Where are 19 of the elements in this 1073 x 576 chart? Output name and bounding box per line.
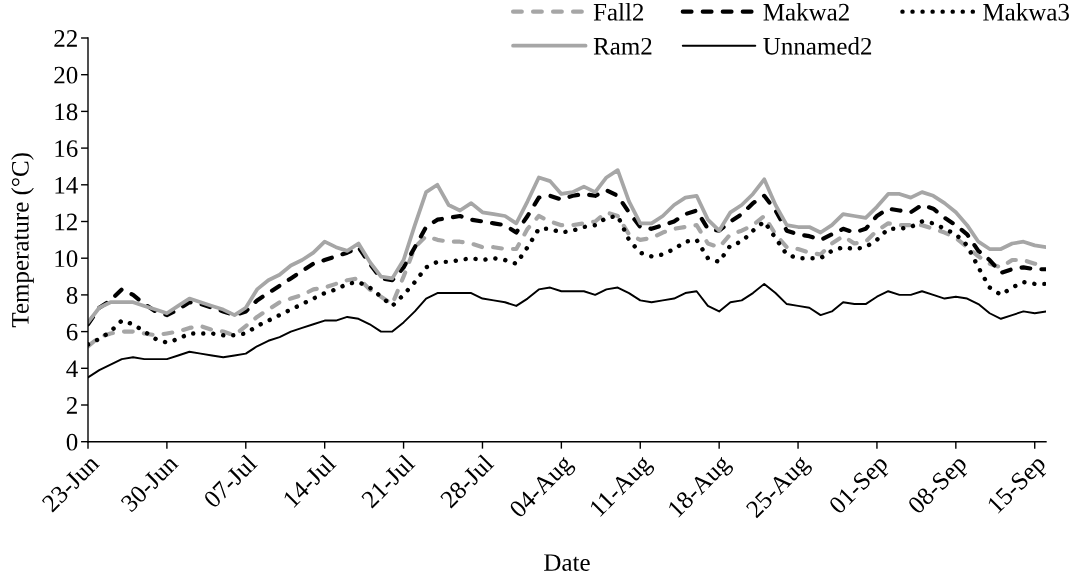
y-tick-label: 8 — [66, 286, 78, 304]
y-tick-label: 10 — [55, 250, 78, 268]
x-axis-title: Date — [544, 554, 590, 571]
legend-label: Ram2 — [593, 37, 652, 55]
y-tick-label: 20 — [54, 66, 78, 84]
y-tick-label: 16 — [55, 140, 78, 158]
legend-label: Fall2 — [593, 3, 644, 21]
y-tick-label: 12 — [55, 213, 77, 231]
y-axis-title: Temperature (°C) — [11, 153, 34, 328]
legend-label: Makwa3 — [983, 3, 1069, 21]
y-tick-label: 4 — [66, 360, 78, 377]
y-tick-label: 22 — [54, 30, 77, 47]
y-tick-label: 14 — [55, 176, 78, 194]
y-tick-label: 18 — [55, 103, 78, 121]
legend-label: Makwa2 — [763, 3, 849, 21]
y-tick-label: 6 — [66, 323, 78, 341]
y-tick-label: 0 — [66, 433, 78, 451]
y-tick-label: 2 — [66, 397, 77, 414]
legend-label: Unnamed2 — [763, 37, 872, 55]
